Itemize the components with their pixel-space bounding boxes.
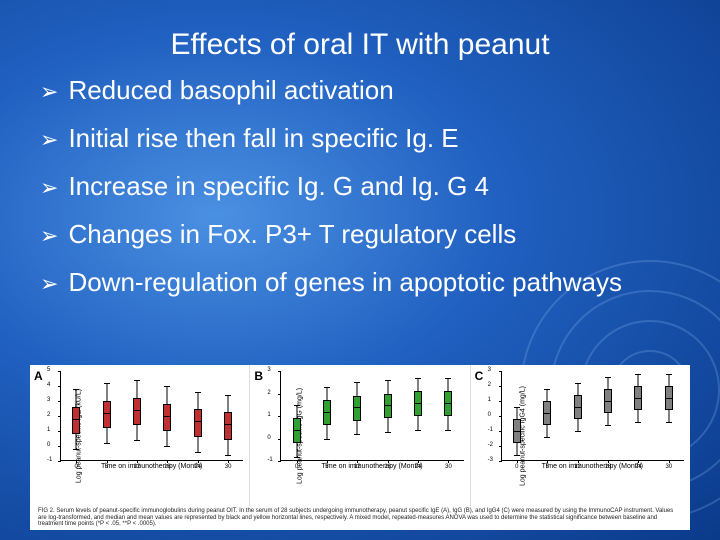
bullet-text: Increase in specific Ig. G and Ig. G 4 [68, 172, 680, 202]
bullet-arrow-icon: ➢ [40, 79, 58, 109]
boxplot: -10123450512182430 [60, 371, 243, 461]
panel-label: B [254, 369, 263, 383]
bullet-text: Reduced basophil activation [68, 76, 680, 106]
chart-panel-B: BLog peanut-specific IgG (mg/L)-10123051… [250, 365, 470, 506]
boxplot: -3-2-101230512182430 [501, 371, 684, 461]
bullet-item: ➢ Down-regulation of genes in apoptotic p… [40, 268, 680, 298]
bullet-text: Changes in Fox. P3+ T regulatory cells [68, 220, 680, 250]
x-axis-label: Time on immunotherapy (Month) [280, 463, 463, 470]
boxplot: -101230512182430 [280, 371, 463, 461]
chart-panel-C: CLog peanut-specific IgG4 (mg/L)-3-2-101… [471, 365, 690, 506]
x-axis-label: Time on immunotherapy (Month) [60, 463, 243, 470]
panel-label: C [475, 369, 484, 383]
bullet-item: ➢ Initial rise then fall in specific Ig. … [40, 124, 680, 154]
bullet-item: ➢ Reduced basophil activation [40, 76, 680, 106]
bullet-arrow-icon: ➢ [40, 223, 58, 253]
slide-title: Effects of oral IT with peanut [40, 28, 680, 62]
bullet-arrow-icon: ➢ [40, 271, 58, 301]
panel-label: A [34, 369, 43, 383]
bullet-item: ➢ Changes in Fox. P3+ T regulatory cells [40, 220, 680, 250]
bullet-text: Initial rise then fall in specific Ig. E [68, 124, 680, 154]
figure-caption: FIG 2. Serum levels of peanut-specific i… [30, 506, 690, 530]
bullet-arrow-icon: ➢ [40, 175, 58, 205]
figure-2: ALog peanut-specific IgE (kU/L)-10123450… [30, 365, 690, 530]
chart-panel-A: ALog peanut-specific IgE (kU/L)-10123450… [30, 365, 250, 506]
bullet-text: Down-regulation of genes in apoptotic pa… [68, 268, 680, 298]
bullet-arrow-icon: ➢ [40, 127, 58, 157]
bullet-item: ➢ Increase in specific Ig. G and Ig. G 4 [40, 172, 680, 202]
x-axis-label: Time on immunotherapy (Month) [501, 463, 684, 470]
